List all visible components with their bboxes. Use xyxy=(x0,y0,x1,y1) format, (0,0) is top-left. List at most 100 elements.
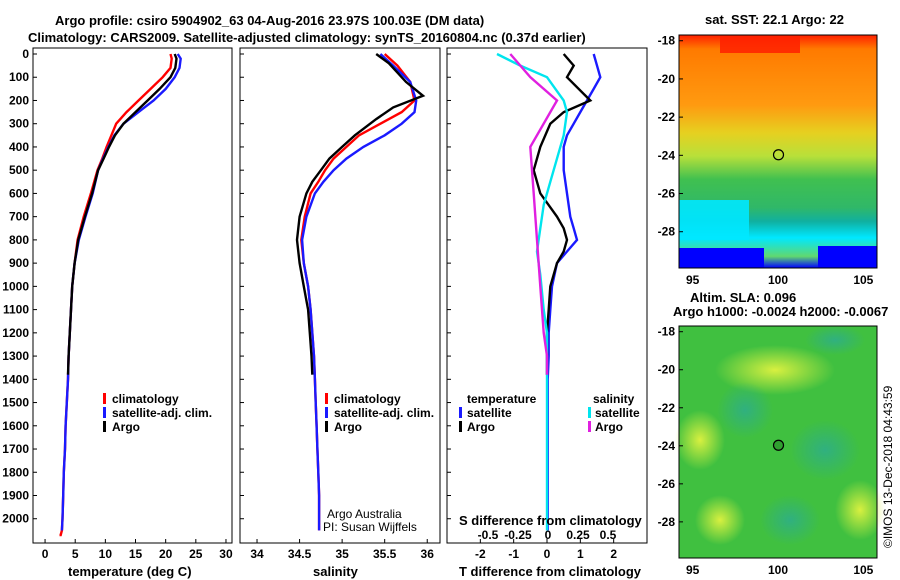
sla-map-frame xyxy=(678,325,878,559)
x-tick-label: 30 xyxy=(219,547,233,561)
salinity-xlabel: salinity xyxy=(313,564,359,579)
sst-map-ticks: -18 -20 -22 -24 -26 -28 95 100 105 xyxy=(658,34,874,287)
legend-swatch-argo xyxy=(103,421,106,432)
depth-axis: 0 100 200 300 400 500 600 700 800 900 1000 1100 1200… xyxy=(2,47,451,526)
map-y-tick-label: -22 xyxy=(658,110,676,124)
credit-label: ©IMOS 13-Dec-2018 04:43:59 xyxy=(881,385,895,548)
sst-blue-patch-left xyxy=(679,248,764,268)
x2-tick-label: -0.5 xyxy=(478,528,499,542)
depth-tick-label: 1300 xyxy=(2,349,29,363)
series-line-s-argo xyxy=(509,53,559,375)
sla-low-3 xyxy=(760,495,820,545)
x-tick-label: 15 xyxy=(129,547,143,561)
difference-x2label: S difference from climatology xyxy=(459,513,643,528)
map-y-tick-label: -24 xyxy=(658,148,676,162)
sla-low-1 xyxy=(717,382,773,438)
legend-swatch-argo xyxy=(325,421,328,432)
depth-tick-label: 1600 xyxy=(2,419,29,433)
depth-tick-label: 200 xyxy=(9,93,29,107)
legend-label-satellite: satellite-adj. clim. xyxy=(112,406,212,420)
sst-map-frame xyxy=(678,34,878,269)
legend-swatch-climatology xyxy=(103,393,106,404)
map-x-tick-label: 105 xyxy=(853,273,873,287)
depth-tick-label: 300 xyxy=(9,117,29,131)
map-y-tick-label: -28 xyxy=(658,225,676,239)
series-line-satellite-adj-clim- xyxy=(300,53,418,531)
legend-swatch-s-satellite xyxy=(588,407,591,418)
map-y-tick-label: -20 xyxy=(658,363,676,377)
sla-map-title-2: Argo h1000: -0.0024 h2000: -0.0067 xyxy=(673,304,888,319)
map-x-tick-label: 100 xyxy=(768,563,788,577)
difference-legend-salinity: salinity satellite Argo xyxy=(588,392,640,434)
x-tick-label: 36 xyxy=(421,547,435,561)
x-tick-label: 5 xyxy=(72,547,79,561)
x-tick-label: 0 xyxy=(42,547,49,561)
depth-tick-label: 800 xyxy=(9,233,29,247)
legend-label-argo: Argo xyxy=(334,420,362,434)
depth-tick-label: 500 xyxy=(9,163,29,177)
legend-title-salinity: salinity xyxy=(593,392,635,406)
x-tick-label: 0 xyxy=(544,547,551,561)
title-line-2: Climatology: CARS2009. Satellite-adjuste… xyxy=(28,30,586,45)
sla-low-2 xyxy=(790,420,860,480)
legend-label-satellite: satellite-adj. clim. xyxy=(334,406,434,420)
legend-label-s-satellite: satellite xyxy=(595,406,640,420)
x-tick-label: 34.5 xyxy=(288,547,312,561)
series-line-t-argo xyxy=(532,53,593,375)
salinity-plot: 34 34.5 35 35.5 36 xyxy=(250,53,435,561)
map-x-tick-label: 100 xyxy=(768,273,788,287)
sst-map-title: sat. SST: 22.1 Argo: 22 xyxy=(705,12,844,27)
sst-cyan-patch xyxy=(679,200,749,240)
legend-swatch-satellite xyxy=(325,407,328,418)
sla-argo-marker xyxy=(772,439,785,451)
salinity-legend: climatology satellite-adj. clim. Argo xyxy=(325,392,434,434)
argo-australia-label: Argo Australia xyxy=(327,507,402,521)
map-y-tick-label: -26 xyxy=(658,187,676,201)
legend-label-t-argo: Argo xyxy=(467,420,495,434)
legend-label-s-argo: Argo xyxy=(595,420,623,434)
pi-label: PI: Susan Wijffels xyxy=(323,520,417,534)
sla-map-ticks: -18 -20 -22 -24 -26 -28 95 100 105 xyxy=(658,325,874,577)
sla-high-2 xyxy=(675,410,725,470)
x-tick-label: 35 xyxy=(335,547,349,561)
sla-map xyxy=(675,325,885,559)
series-line-argo xyxy=(66,53,178,375)
x-tick-label: 2 xyxy=(610,547,617,561)
sla-low-4 xyxy=(805,325,865,355)
x2-tick-label: 0.5 xyxy=(600,528,617,542)
legend-label-t-satellite: satellite xyxy=(467,406,512,420)
map-x-tick-label: 95 xyxy=(686,563,700,577)
depth-tick-label: 900 xyxy=(9,256,29,270)
depth-tick-label: 600 xyxy=(9,186,29,200)
map-y-tick-label: -18 xyxy=(658,34,676,48)
x-tick-label: -2 xyxy=(475,547,486,561)
depth-tick-label: 1500 xyxy=(2,396,29,410)
difference-legend-temperature: temperature satellite Argo xyxy=(459,392,537,434)
depth-tick-label: 1000 xyxy=(2,279,29,293)
legend-label-climatology: climatology xyxy=(334,392,401,406)
map-x-tick-label: 95 xyxy=(686,273,700,287)
series-line-t-satellite xyxy=(546,53,602,531)
depth-tick-label: 700 xyxy=(9,210,29,224)
legend-title-temperature: temperature xyxy=(467,392,537,406)
series-line-argo xyxy=(295,53,426,375)
temperature-panel-frame xyxy=(32,47,233,544)
legend-swatch-s-argo xyxy=(588,421,591,432)
sst-blue-patch-right xyxy=(818,246,877,268)
x-tick-label: 34 xyxy=(250,547,264,561)
temperature-plot: 0 5 10 15 20 25 30 xyxy=(42,53,233,561)
map-y-tick-label: -22 xyxy=(658,401,676,415)
sst-argo-marker xyxy=(772,149,785,161)
map-y-tick-label: -28 xyxy=(658,515,676,529)
x-tick-label: 10 xyxy=(99,547,113,561)
depth-tick-label: 1800 xyxy=(2,465,29,479)
depth-tick-label: 1400 xyxy=(2,372,29,386)
depth-tick-label: 1900 xyxy=(2,488,29,502)
depth-tick-label: 1700 xyxy=(2,442,29,456)
map-y-tick-label: -24 xyxy=(658,439,676,453)
map-x-tick-label: 105 xyxy=(853,563,873,577)
title-line-1: Argo profile: csiro 5904902_63 04-Aug-20… xyxy=(55,13,484,28)
legend-swatch-t-argo xyxy=(459,421,462,432)
sst-map xyxy=(678,34,878,269)
series-line-s-satellite xyxy=(496,52,569,531)
